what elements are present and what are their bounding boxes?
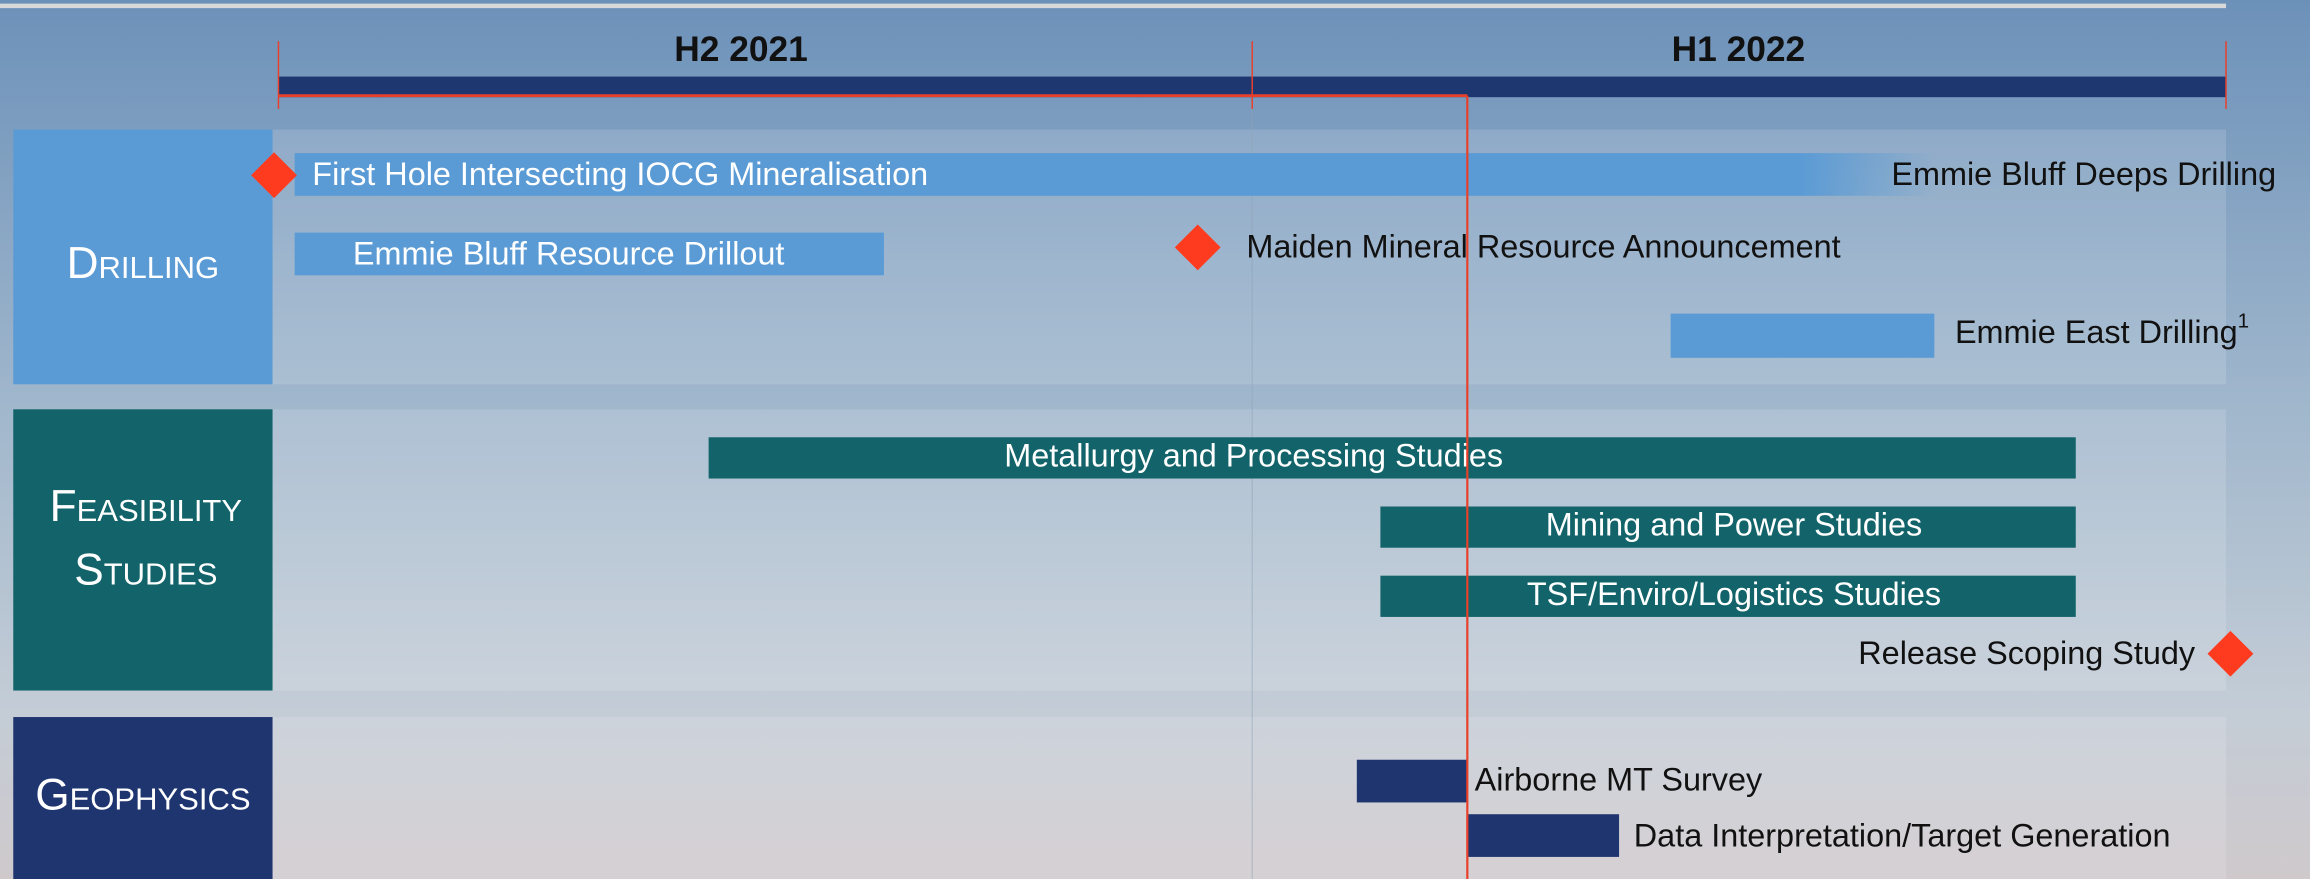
task-label: First Hole Intersecting IOCG Mineralisat…: [312, 156, 928, 192]
section-label: Studies: [74, 545, 217, 594]
task-label: Maiden Mineral Resource Announcement: [1246, 228, 1840, 264]
footnote-mark: 1: [2238, 310, 2249, 333]
milestone: [2207, 630, 2254, 677]
task-bar: [708, 437, 2076, 479]
task-label: Metallurgy and Processing Studies: [1004, 437, 1503, 473]
period-label: H2 2021: [674, 30, 808, 69]
section-label: Drilling: [67, 239, 220, 288]
task-label: Data Interpretation/Target Generation: [1634, 817, 2171, 853]
task-label: Emmie Bluff Deeps Drilling: [1891, 156, 2276, 192]
task-label: Emmie East Drilling1: [1955, 310, 2249, 350]
task-label: TSF/Enviro/Logistics Studies: [1527, 576, 1941, 612]
task-bar: [1670, 313, 1935, 358]
task-label: Release Scoping Study: [1858, 635, 2196, 671]
section-label: Feasibility: [50, 482, 242, 531]
task-bar: [1380, 575, 2076, 617]
section-band: [272, 717, 2227, 879]
task-label: Emmie Bluff Resource Drillout: [353, 236, 785, 272]
task-label-text: Emmie East Drilling: [1955, 314, 2238, 350]
section-label-box: [13, 717, 273, 879]
milestone: [251, 152, 297, 199]
task-label: Airborne MT Survey: [1475, 761, 1763, 797]
task-label: Mining and Power Studies: [1546, 507, 1922, 543]
section-label-box: [13, 409, 273, 691]
task-bar: [294, 232, 884, 276]
section-label-box: [13, 129, 273, 385]
period-label: H1 2022: [1672, 30, 1806, 69]
task-bar: [1356, 759, 1468, 803]
task-bar: [294, 153, 2227, 196]
section-label: Geophysics: [35, 771, 250, 820]
task-bar: [1467, 814, 1620, 857]
task-bar: [1380, 506, 2076, 548]
